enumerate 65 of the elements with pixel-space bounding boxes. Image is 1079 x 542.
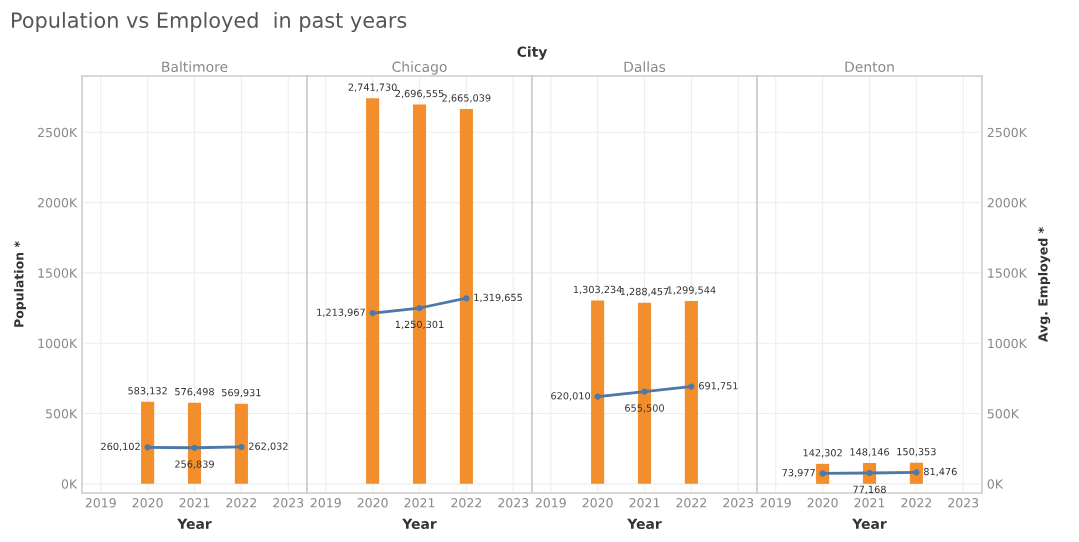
data-label: 81,476 [923,467,957,477]
y2-tick-label: 1500K [988,268,1028,278]
y-tick-label: 2000K [38,198,78,208]
y-tick-label: 1500K [38,268,78,278]
x-tick-label: 2019 [85,498,116,508]
x-tick-label: 2023 [498,498,529,508]
data-label: 142,302 [803,449,842,458]
x-tick-label: 2021 [854,498,885,508]
y-tick-label: 1000K [38,338,78,349]
x-tick-label: 2022 [451,498,482,508]
x-axis-title: Year [627,518,662,530]
y-tick-label: 500K [46,409,78,419]
data-label: 1,299,544 [667,286,716,295]
x-tick-label: 2019 [760,498,791,508]
data-label: 77,168 [853,485,886,495]
data-label: 691,751 [699,382,738,391]
chart-title: Dallas [624,61,666,73]
y2-tick-label: 2000K [987,198,1028,208]
y2-tick-label: 500K [987,409,1020,419]
y-tick-label: 0K [61,479,78,489]
y2-tick-label: 2500K [987,127,1028,138]
x-tick-label: 2023 [273,498,304,508]
data-label: 262,032 [249,442,288,451]
data-label: 2,665,039 [442,94,491,103]
x-tick-label: 2021 [179,498,210,508]
y2-tick-label: 0K [987,479,1004,489]
x-tick-label: 2022 [226,498,257,508]
x-tick-label: 2020 [807,498,838,508]
x-tick-label: 2020 [357,498,388,508]
text: City [517,46,548,60]
x-tick-label: 2020 [132,498,163,508]
data-label: 620,010 [551,392,591,401]
text: Population vs Employed in past years [12,11,407,33]
x-axis-title: Year [852,518,887,530]
data-label: 576,498 [175,387,214,397]
y2-axis-title: Avg. Employed * [1037,227,1051,343]
x-tick-label: 2023 [948,498,979,508]
chart-title: Chicago [392,61,447,75]
x-tick-label: 2019 [310,498,341,508]
y-axis-title: Population * [13,241,27,327]
y2-tick-label: 1000K [988,338,1028,349]
data-label: 260,102 [101,442,140,452]
x-tick-label: 2022 [676,498,707,508]
y-tick-label: 2500K [38,127,78,138]
x-tick-label: 2019 [535,498,566,508]
chart-title: Denton [845,61,894,73]
x-tick-label: 2022 [901,498,932,508]
data-label: 569,931 [222,388,261,398]
x-tick-label: 2023 [723,498,754,508]
x-tick-label: 2021 [404,498,435,508]
x-tick-label: 2020 [582,498,613,508]
data-label: 73,977 [782,468,815,478]
x-axis-title: Year [177,518,212,530]
data-label: 1,319,655 [474,293,522,303]
chart-title: Baltimore [162,61,228,73]
data-label: 150,353 [897,447,936,457]
x-axis-title: Year [402,518,437,530]
data-label: 1,288,457 [620,287,669,297]
x-tick-label: 2021 [629,498,660,508]
data-label: 1,303,234 [573,285,622,295]
data-label: 1,213,967 [317,308,365,317]
data-label: 148,146 [850,448,889,457]
data-label: 2,696,555 [395,89,444,99]
data-label: 583,132 [128,387,167,396]
data-label: 2,741,730 [348,83,397,92]
